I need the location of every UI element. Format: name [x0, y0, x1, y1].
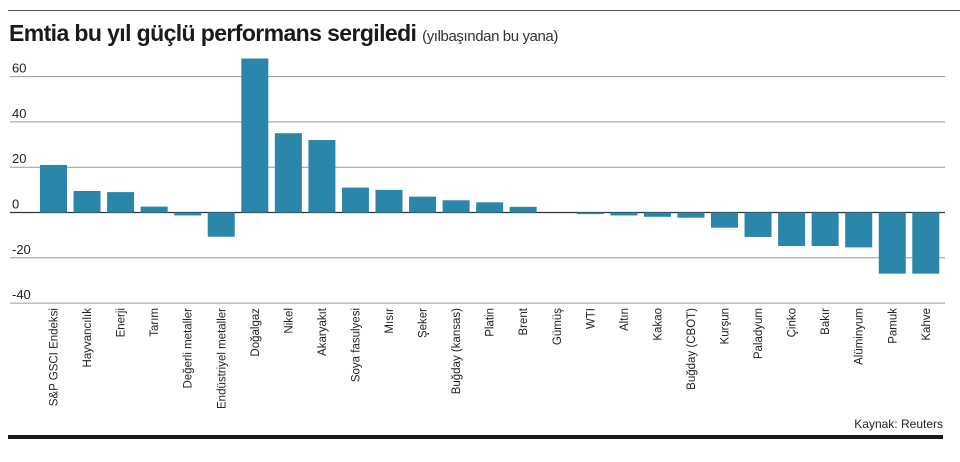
- bar: [476, 202, 504, 213]
- x-tick-label: Akaryakıt: [317, 307, 329, 356]
- x-tick-label: Pamuk: [887, 308, 899, 344]
- y-tick-label: 20: [12, 151, 26, 166]
- x-tick-label: Buğday (kansas): [451, 308, 463, 394]
- bar: [576, 212, 604, 215]
- x-tick-label: Gümüş: [552, 308, 564, 345]
- x-tick-label: Bakır: [820, 308, 832, 335]
- bar: [140, 206, 168, 213]
- x-tick-label: Kurşun: [720, 308, 732, 344]
- bar: [341, 187, 369, 213]
- bar: [711, 212, 738, 228]
- y-tick-label: 0: [12, 197, 19, 212]
- bar: [610, 212, 638, 216]
- x-tick-label: Altın: [619, 308, 631, 331]
- x-tick-label: Çinko: [787, 308, 799, 337]
- x-tick-label: Mısır: [384, 308, 396, 334]
- bar: [40, 164, 67, 213]
- x-tick-label: Brent: [518, 307, 530, 335]
- top-rule: [8, 10, 960, 11]
- bar: [107, 192, 135, 213]
- x-tick-label: Kakao: [652, 308, 664, 341]
- x-tick-label: Platin: [485, 308, 497, 337]
- x-tick-label: Doğalgaz: [250, 308, 262, 357]
- bottom-rule: [8, 435, 943, 439]
- x-tick-label: Enerji: [116, 308, 128, 337]
- x-tick-label: Hayvancılık: [82, 308, 94, 368]
- y-tick-label: -40: [12, 287, 31, 302]
- x-tick-label: Tarım: [149, 308, 161, 337]
- bar: [778, 212, 806, 247]
- y-tick-label: -20: [12, 242, 31, 257]
- chart-title: Emtia bu yıl güçlü performans sergiledi …: [9, 20, 558, 47]
- x-tick-label: Şeker: [418, 308, 430, 338]
- x-tick-label: Alüminyum: [854, 308, 866, 365]
- y-tick-label: 40: [12, 106, 26, 121]
- x-tick-label: S&P GSCI Endeksi: [49, 308, 61, 406]
- bar: [207, 212, 235, 237]
- bar: [274, 133, 302, 213]
- bar: [174, 212, 202, 216]
- bar: [643, 212, 671, 217]
- bar: [73, 190, 101, 213]
- bar: [509, 206, 537, 213]
- bar: [811, 212, 839, 247]
- x-tick-label: Değerli metaller: [183, 308, 195, 389]
- x-tick-label: Soya fasulyesi: [350, 308, 362, 382]
- bar: [744, 212, 772, 237]
- bar: [442, 200, 470, 213]
- x-tick-label: Kahve: [921, 308, 933, 341]
- x-tick-label: Buğday (CBOT): [686, 308, 698, 390]
- bar: [677, 212, 705, 218]
- bar: [409, 196, 437, 213]
- bar: [912, 212, 940, 274]
- x-tick-label: Nikel: [283, 308, 295, 334]
- y-tick-label: 60: [12, 61, 26, 76]
- x-tick-label: Paladyum: [753, 308, 765, 359]
- x-tick-label: WTI: [585, 308, 597, 329]
- bar: [375, 189, 403, 213]
- title-text: Emtia bu yıl güçlü performans sergiledi: [9, 20, 417, 46]
- source-note: Kaynak: Reuters: [854, 417, 943, 431]
- bar: [308, 140, 336, 213]
- x-tick-label: Endüstriyel metaller: [216, 308, 228, 409]
- chart-subtitle: (yılbaşından bu yana): [422, 28, 558, 45]
- bar: [845, 212, 873, 248]
- bar: [241, 58, 269, 213]
- bar: [878, 212, 906, 274]
